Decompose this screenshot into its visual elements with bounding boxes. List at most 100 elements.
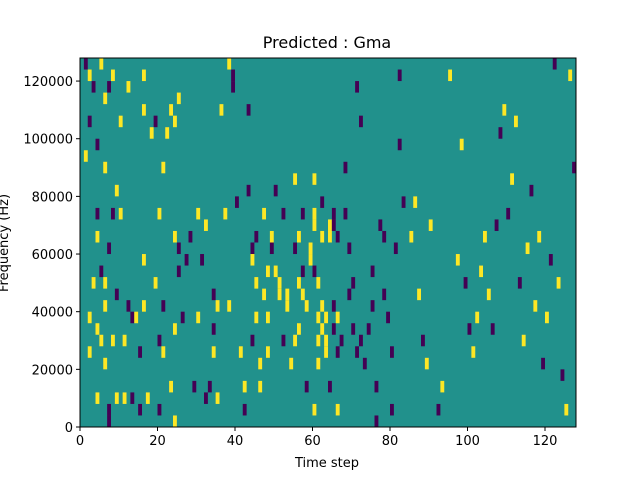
heatmap-cell: [289, 357, 294, 370]
heatmap-cell: [103, 357, 108, 370]
y-axis: 0 20000 40000 60000 80000 100000 120000: [23, 75, 80, 436]
heatmap-cell: [111, 334, 115, 347]
heatmap-cell: [281, 207, 286, 220]
heatmap-cell: [83, 150, 88, 162]
heatmap-cell: [312, 173, 317, 185]
heatmap-cell: [355, 81, 360, 93]
heatmap-cell: [514, 115, 518, 128]
heatmap-cell: [103, 161, 108, 174]
heatmap-cell: [227, 58, 232, 70]
heatmap-cell: [157, 207, 162, 220]
heatmap-cell: [324, 346, 329, 358]
heatmap-cell: [545, 311, 549, 324]
heatmap-cell: [382, 230, 387, 243]
heatmap-cell: [424, 357, 429, 370]
heatmap-cell: [490, 323, 495, 335]
heatmap-cell: [320, 196, 325, 208]
heatmap-cell: [486, 288, 491, 301]
heatmap-cell: [370, 265, 375, 278]
heatmap-cell: [413, 196, 418, 208]
heatmap-cell: [262, 207, 267, 220]
heatmap-cell: [328, 219, 332, 231]
x-tick-label: 80: [382, 434, 399, 449]
heatmap-cell: [169, 380, 174, 393]
heatmap-cell: [242, 380, 247, 393]
heatmap-cell: [254, 230, 259, 243]
heatmap-cell: [126, 300, 131, 312]
heatmap-cell: [87, 346, 92, 358]
heatmap-cell: [308, 242, 313, 255]
heatmap-cell: [142, 300, 146, 312]
heatmap-cell: [328, 230, 332, 243]
heatmap-cell: [386, 311, 391, 324]
heatmap-cell: [114, 288, 119, 301]
plot-frame: [79, 57, 577, 428]
heatmap-cell: [331, 300, 336, 312]
heatmap-cell: [114, 392, 119, 404]
heatmap-cell: [103, 92, 108, 105]
heatmap-cell: [339, 334, 344, 347]
heatmap-cell: [180, 311, 185, 324]
heatmap-cell: [258, 380, 263, 393]
heatmap-cell: [370, 300, 375, 312]
y-tick-label: 60000: [32, 248, 73, 263]
heatmap-cell: [134, 311, 139, 324]
heatmap-cell: [258, 357, 263, 370]
heatmap-cell: [173, 415, 177, 427]
heatmap-cell: [300, 265, 305, 278]
heatmap-cell: [204, 219, 208, 231]
heatmap-cell: [122, 392, 127, 404]
heatmap-cell: [320, 323, 325, 335]
heatmap-cell: [347, 288, 352, 301]
heatmap-cell: [95, 323, 100, 335]
heatmap-cell: [304, 300, 309, 312]
heatmap-cell: [83, 58, 88, 70]
heatmap-cell: [343, 207, 348, 220]
heatmap-cell: [560, 369, 565, 381]
heatmap-cell: [316, 277, 321, 289]
heatmap-cell: [207, 380, 212, 393]
heatmap-cell: [556, 277, 561, 289]
heatmap-cell: [250, 242, 255, 255]
heatmap-cell: [153, 277, 158, 289]
heatmap-cell: [359, 334, 363, 347]
heatmap-cell: [153, 115, 158, 128]
x-tick-label: 0: [76, 434, 84, 449]
x-axis-label: Time step: [294, 456, 359, 471]
chart-title: Predicted : Gma: [263, 33, 391, 52]
heatmap-cell: [95, 138, 100, 151]
heatmap-cell: [87, 311, 92, 324]
heatmap-cell: [366, 323, 371, 335]
heatmap-cell: [502, 104, 507, 116]
heatmap-cell: [95, 230, 100, 243]
heatmap-cell: [362, 357, 367, 370]
heatmap-cell: [293, 334, 298, 347]
heatmap-cell: [316, 311, 321, 324]
heatmap-cell: [308, 254, 313, 266]
heatmap-cell: [324, 334, 329, 347]
heatmap-cell: [91, 277, 96, 289]
heatmap-cell: [273, 184, 278, 197]
heatmap-cell: [254, 311, 259, 324]
heatmap-cell: [552, 58, 557, 70]
y-axis-label: Frequency (Hz): [0, 194, 12, 292]
heatmap-cell: [176, 242, 181, 255]
heatmap-cell: [281, 334, 286, 347]
heatmap-cell: [351, 277, 356, 289]
heatmap-cell: [521, 334, 526, 347]
heatmap-cell: [374, 380, 379, 393]
heatmap-cell: [142, 254, 146, 266]
heatmap-cell: [548, 254, 553, 266]
heatmap-cell: [262, 288, 267, 301]
heatmap-cell: [335, 346, 340, 358]
plot-area: [79, 57, 577, 428]
heatmap-cell: [448, 69, 453, 82]
heatmap-cell: [269, 242, 274, 255]
heatmap-cell: [95, 207, 100, 220]
heatmap-cell: [355, 346, 360, 358]
heatmap-cell: [161, 346, 166, 358]
heatmap-cell: [525, 242, 530, 255]
heatmap-cell: [564, 403, 569, 416]
heatmap-cell: [107, 81, 112, 93]
